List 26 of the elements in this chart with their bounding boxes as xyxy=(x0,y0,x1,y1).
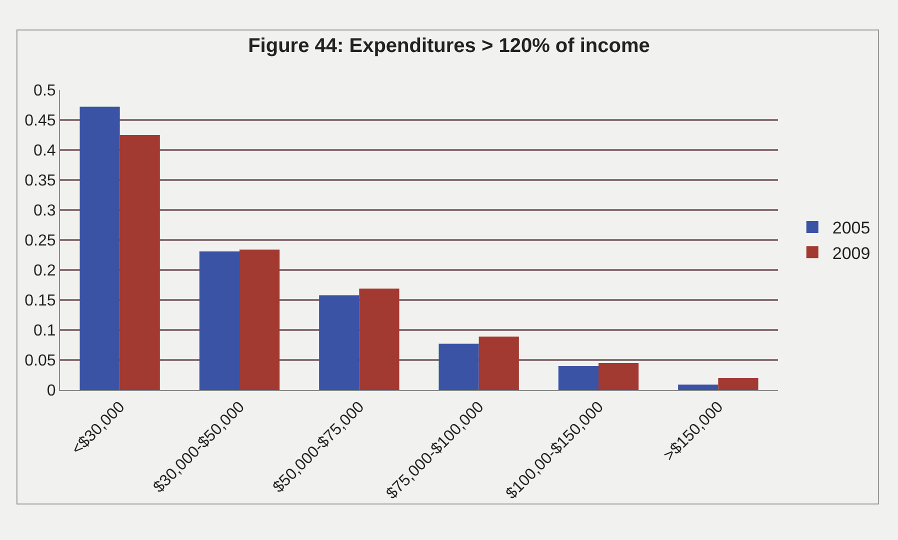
y-tick-label: 0.1 xyxy=(34,322,56,340)
chart-title: Figure 44: Expenditures > 120% of income xyxy=(248,34,650,57)
y-tick-label: 0.05 xyxy=(24,352,56,370)
y-tick-label: 0.35 xyxy=(24,172,56,190)
y-tick-label: 0.2 xyxy=(34,262,56,280)
bar xyxy=(80,106,120,390)
y-tick-label: 0.3 xyxy=(34,202,56,220)
bar xyxy=(120,135,160,390)
bar xyxy=(199,251,240,390)
bar xyxy=(678,384,718,390)
bar xyxy=(478,336,519,390)
bar xyxy=(558,366,598,390)
y-tick-label: 0.45 xyxy=(24,112,56,130)
bar xyxy=(319,295,360,390)
legend-label: 2009 xyxy=(832,244,870,263)
y-tick-label: 0.5 xyxy=(34,82,56,100)
bar xyxy=(598,363,639,390)
legend-label: 2005 xyxy=(832,218,870,238)
y-tick-label: 0 xyxy=(46,382,56,400)
y-tick-label: 0.15 xyxy=(24,292,56,310)
y-tick-label: 0.25 xyxy=(24,232,56,250)
bar xyxy=(240,250,280,390)
bar xyxy=(438,344,479,390)
bar xyxy=(718,378,758,390)
y-tick-label: 0.4 xyxy=(34,142,56,160)
bar xyxy=(359,288,400,390)
